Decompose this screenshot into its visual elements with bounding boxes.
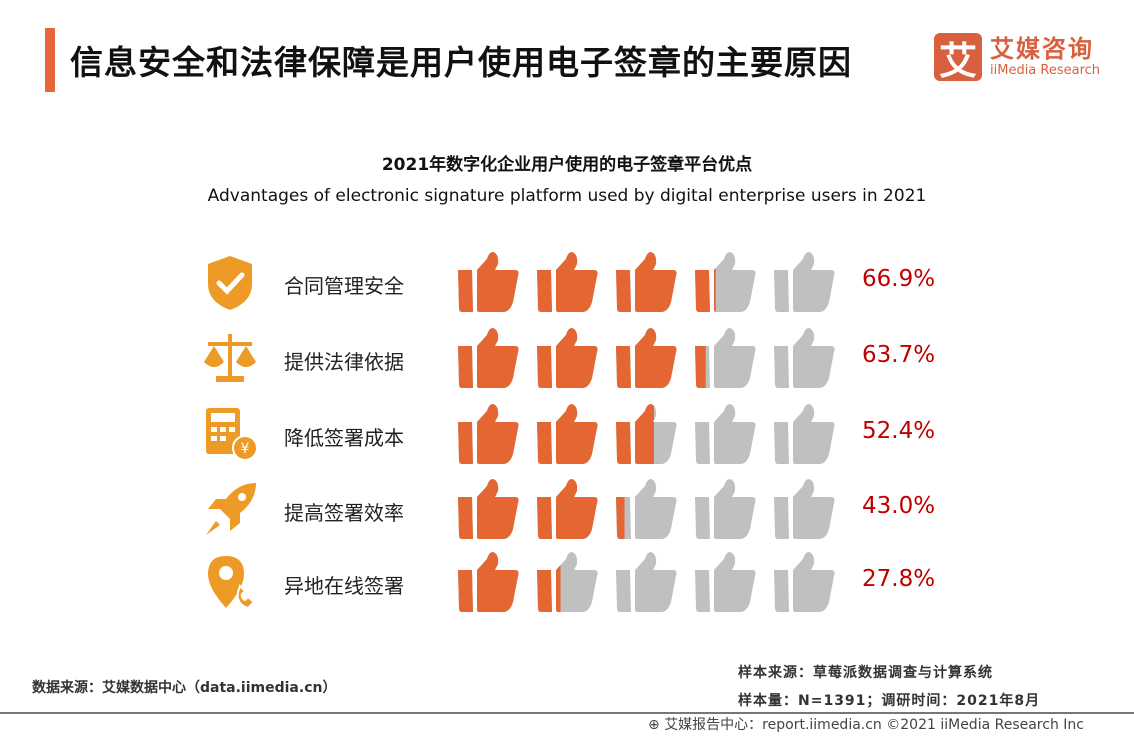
- category-label: 降低签署成本: [284, 426, 404, 450]
- shield-check-icon: [208, 256, 252, 310]
- page-title: 信息安全和法律保障是用户使用电子签章的主要原因: [70, 43, 852, 82]
- thumbs-up-icon: [774, 479, 835, 539]
- value-label: 52.4%: [862, 418, 936, 444]
- thumbs-up-icon: [695, 479, 756, 539]
- thumbs-up-icon: [774, 328, 835, 388]
- thumbs-up-icon: [616, 328, 677, 388]
- thumbs-up-icon: [537, 479, 598, 539]
- scale-icon: [204, 334, 256, 382]
- thumb-fill: [458, 552, 519, 612]
- thumbs-up-icon: [695, 252, 756, 312]
- thumbs-up-icon: [616, 552, 677, 612]
- logo-mark: 艾: [934, 33, 982, 83]
- thumbs-up-icon: [616, 479, 677, 539]
- thumbs-up-icon: [695, 552, 756, 612]
- thumbs-up-icon: [695, 328, 756, 388]
- sample-size: 样本量：N=1391；调研时间：2021年8月: [738, 693, 1041, 709]
- thumb-fill: [616, 404, 655, 464]
- logo: 艾 艾媒咨询 iiMedia Research: [934, 33, 1101, 83]
- category-label: 合同管理安全: [284, 274, 404, 298]
- category-label: 异地在线签署: [284, 574, 404, 598]
- thumbs-up-icon: [537, 404, 598, 464]
- data-source: 数据来源：艾媒数据中心（data.iimedia.cn）: [32, 680, 337, 696]
- thumbs-up-icon: [458, 552, 519, 612]
- globe-icon: ⊕: [648, 717, 665, 733]
- thumb-fill: [537, 328, 598, 388]
- value-label: 27.8%: [862, 566, 936, 592]
- thumb-fill: [537, 252, 598, 312]
- thumbs-up-icon: [616, 404, 677, 464]
- thumb-fill: [616, 328, 677, 388]
- logo-cn: 艾媒咨询: [990, 35, 1094, 63]
- location-phone-icon: [208, 556, 256, 610]
- thumbs-up-icon: [537, 252, 598, 312]
- thumbs-up-icon: [458, 479, 519, 539]
- sample-source: 样本来源：草莓派数据调查与计算系统: [738, 665, 993, 681]
- thumb-fill: [537, 564, 561, 612]
- thumb-fill: [458, 252, 519, 312]
- thumbs-up-icon: [458, 328, 519, 388]
- chart-row: 异地在线签署 27.8%: [0, 552, 1134, 622]
- thumbs-up-icon: [616, 252, 677, 312]
- footer-divider: [0, 712, 1134, 714]
- calculator-yen-icon: ¥: [206, 408, 258, 461]
- footer-credit: ⊕ 艾媒报告中心：report.iimedia.cn ©2021 iiMedia…: [648, 717, 1084, 733]
- thumb-fill: [695, 268, 716, 312]
- thumbs-up-icon: [695, 404, 756, 464]
- thumbs-up-icon: [774, 552, 835, 612]
- value-label: 43.0%: [862, 493, 936, 519]
- thumbs-up-icon: [774, 252, 835, 312]
- thumbs-up-icon: [458, 252, 519, 312]
- thumbs-up-icon: [537, 552, 598, 612]
- thumb-fill: [616, 252, 677, 312]
- chart-row: 提供法律依据 63.7%: [0, 328, 1134, 398]
- thumb-fill: [616, 497, 625, 539]
- value-label: 63.7%: [862, 342, 936, 368]
- thumb-fill: [458, 479, 519, 539]
- chart-row: ¥ 降低签署成本 52.4%: [0, 404, 1134, 474]
- thumb-fill: [695, 346, 706, 388]
- svg-text:¥: ¥: [241, 441, 250, 457]
- chart-subtitle: Advantages of electronic signature platf…: [207, 186, 927, 206]
- thumbs-up-icon: [774, 404, 835, 464]
- chart-row: 提高签署效率 43.0%: [0, 479, 1134, 549]
- thumb-fill: [458, 404, 519, 464]
- chart-title: 2021年数字化企业用户使用的电子签章平台优点: [381, 155, 753, 175]
- logo-en: iiMedia Research: [990, 63, 1101, 78]
- value-label: 66.9%: [862, 266, 936, 292]
- chart-row: 合同管理安全 66.9%: [0, 252, 1134, 322]
- rocket-icon: [206, 483, 256, 535]
- thumbs-up-icon: [537, 328, 598, 388]
- category-label: 提高签署效率: [284, 501, 404, 525]
- category-label: 提供法律依据: [284, 350, 404, 374]
- thumb-fill: [458, 328, 519, 388]
- thumbs-up-icon: [458, 404, 519, 464]
- thumb-fill: [537, 404, 598, 464]
- title-accent-bar: [45, 28, 55, 92]
- thumb-fill: [537, 479, 598, 539]
